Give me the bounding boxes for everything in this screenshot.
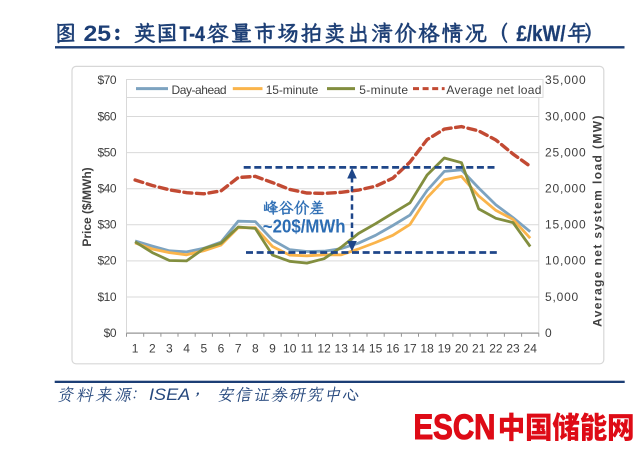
svg-text:7: 7 <box>235 342 242 356</box>
svg-text:$30: $30 <box>97 218 116 232</box>
svg-text:Average net system load (MW): Average net system load (MW) <box>591 114 605 327</box>
svg-text:16: 16 <box>386 342 400 356</box>
svg-text:T-4: T-4 <box>180 23 206 46</box>
svg-text:22: 22 <box>489 342 503 356</box>
svg-text:Average net load: Average net load <box>446 83 541 97</box>
svg-text:Price ($/MWh): Price ($/MWh) <box>80 167 94 246</box>
svg-text:5-minute: 5-minute <box>359 83 408 97</box>
svg-text:10,000: 10,000 <box>545 254 587 268</box>
svg-text:5: 5 <box>200 342 207 356</box>
svg-text:25: 25 <box>84 21 112 46</box>
svg-text:2: 2 <box>149 342 156 356</box>
svg-text:20: 20 <box>455 342 469 356</box>
svg-text:15-minute: 15-minute <box>266 83 319 97</box>
svg-text:35,000: 35,000 <box>545 73 587 87</box>
svg-text:17: 17 <box>403 342 417 356</box>
svg-text:19: 19 <box>438 342 452 356</box>
svg-text:15,000: 15,000 <box>545 218 587 232</box>
svg-text:11: 11 <box>301 342 314 356</box>
svg-text:14: 14 <box>352 342 366 356</box>
svg-text:0: 0 <box>545 326 552 340</box>
svg-text:$60: $60 <box>97 109 116 123</box>
svg-text:£/kW/: £/kW/ <box>517 21 566 46</box>
svg-text:23: 23 <box>506 342 520 356</box>
svg-text:18: 18 <box>420 342 434 356</box>
svg-text:10: 10 <box>283 342 297 356</box>
svg-text:3: 3 <box>166 342 173 356</box>
svg-text:9: 9 <box>269 342 276 356</box>
svg-text:21: 21 <box>472 342 486 356</box>
svg-text:ESCN: ESCN <box>414 408 496 447</box>
svg-text:13: 13 <box>335 342 349 356</box>
svg-text:30,000: 30,000 <box>545 109 587 123</box>
svg-text:Day-ahead: Day-ahead <box>172 83 227 97</box>
svg-text:$10: $10 <box>97 290 116 304</box>
svg-text:24: 24 <box>524 342 538 356</box>
svg-text:~20$/MWh: ~20$/MWh <box>263 217 346 237</box>
svg-text:25,000: 25,000 <box>545 145 587 159</box>
svg-text:ISEA: ISEA <box>149 386 190 404</box>
svg-text:6: 6 <box>218 342 225 356</box>
svg-text:5,000: 5,000 <box>545 290 579 304</box>
svg-text:$0: $0 <box>104 326 117 340</box>
svg-text:15: 15 <box>369 342 383 356</box>
svg-text:$70: $70 <box>97 73 116 87</box>
svg-text:$50: $50 <box>97 145 116 159</box>
svg-text:12: 12 <box>317 342 331 356</box>
svg-text:20,000: 20,000 <box>545 182 587 196</box>
svg-text:1: 1 <box>132 342 139 356</box>
svg-text:8: 8 <box>252 342 259 356</box>
svg-text:4: 4 <box>183 342 190 356</box>
svg-text:$20: $20 <box>97 254 116 268</box>
svg-text:$40: $40 <box>97 182 116 196</box>
